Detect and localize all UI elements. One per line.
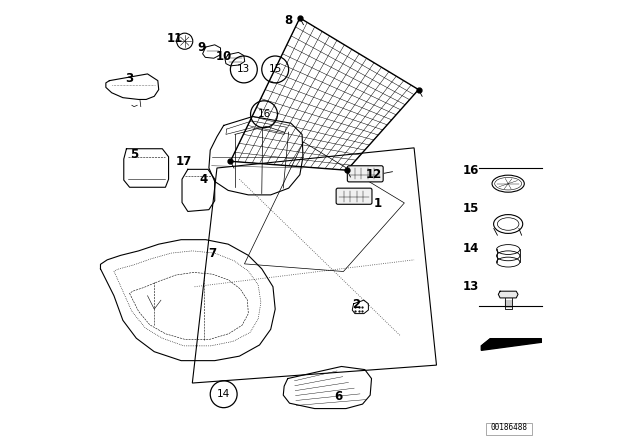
Text: 12: 12 [365,168,382,181]
Polygon shape [481,339,541,350]
Text: 11: 11 [166,31,182,45]
Text: 3: 3 [125,72,134,85]
Text: 10: 10 [216,49,232,63]
Text: 4: 4 [200,172,207,186]
Text: 14: 14 [463,242,479,255]
Text: 13: 13 [237,65,250,74]
Text: 13: 13 [463,280,479,293]
Text: 16: 16 [257,109,271,119]
Text: 9: 9 [197,40,205,54]
Text: 16: 16 [463,164,479,177]
Text: 8: 8 [285,13,292,27]
FancyBboxPatch shape [336,188,372,204]
FancyBboxPatch shape [348,166,383,182]
Polygon shape [499,291,518,298]
Text: 6: 6 [334,390,342,403]
Text: 5: 5 [130,148,138,161]
Text: 00186488: 00186488 [490,423,527,432]
Text: 7: 7 [209,246,216,260]
Text: 17: 17 [175,155,191,168]
Text: 15: 15 [463,202,479,215]
Text: 1: 1 [374,197,382,211]
Text: 14: 14 [217,389,230,399]
Text: 15: 15 [269,65,282,74]
Text: 2: 2 [352,298,360,311]
